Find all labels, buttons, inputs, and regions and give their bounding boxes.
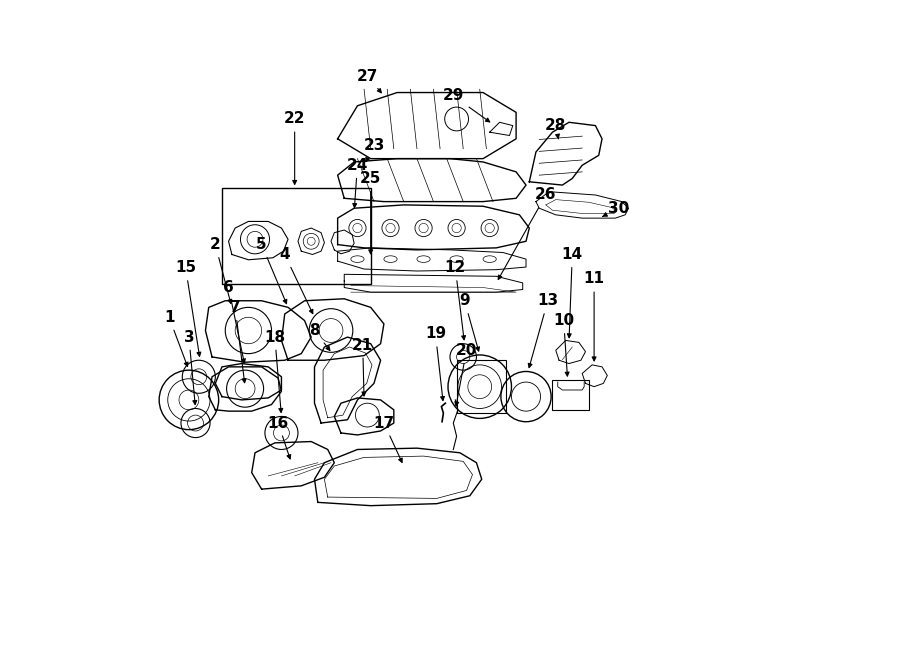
- Text: 16: 16: [267, 416, 291, 459]
- Text: 1: 1: [164, 310, 188, 366]
- Text: 4: 4: [279, 247, 313, 314]
- Text: 23: 23: [364, 138, 384, 162]
- Text: 25: 25: [360, 171, 382, 254]
- Text: 15: 15: [175, 260, 201, 356]
- Text: 21: 21: [352, 338, 374, 396]
- Text: 20: 20: [454, 343, 477, 406]
- Text: 8: 8: [310, 323, 330, 350]
- Text: 11: 11: [583, 272, 605, 361]
- Text: 28: 28: [545, 118, 566, 139]
- Text: 22: 22: [284, 112, 305, 184]
- Text: 18: 18: [265, 330, 285, 412]
- Bar: [222, 188, 371, 284]
- Text: 14: 14: [562, 247, 583, 338]
- Text: 10: 10: [554, 313, 574, 376]
- Text: 24: 24: [346, 158, 368, 208]
- Text: 5: 5: [256, 237, 287, 303]
- Text: 9: 9: [459, 293, 480, 351]
- Text: 6: 6: [223, 280, 246, 363]
- Bar: [553, 380, 589, 410]
- Text: 29: 29: [443, 89, 490, 122]
- Text: 26: 26: [499, 188, 556, 280]
- Text: 30: 30: [603, 201, 629, 217]
- Text: 7: 7: [230, 300, 246, 383]
- Text: 12: 12: [445, 260, 466, 340]
- Bar: [456, 360, 506, 413]
- Text: 3: 3: [184, 330, 197, 405]
- Text: 13: 13: [528, 293, 558, 368]
- Text: 2: 2: [210, 237, 231, 303]
- Text: 17: 17: [374, 416, 402, 462]
- Text: 19: 19: [425, 327, 446, 401]
- Text: 27: 27: [356, 69, 382, 93]
